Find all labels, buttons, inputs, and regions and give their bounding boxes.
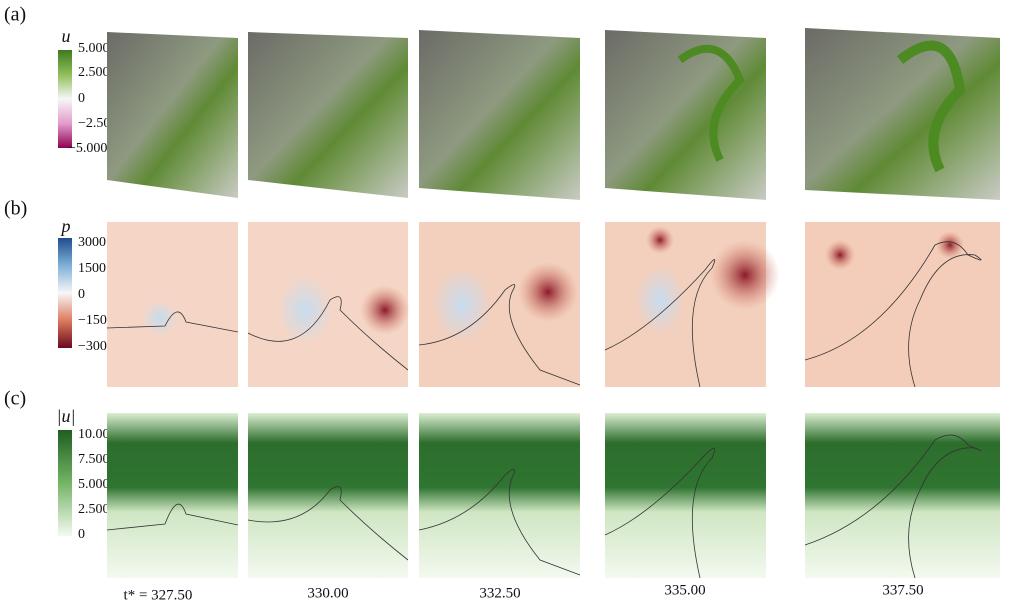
panel-c-legend: (c) |u| 10.000 7.500 5.000 2.500 0: [4, 388, 117, 543]
colorbar-tick: 3000: [78, 235, 106, 250]
pressure-image: [107, 222, 238, 387]
surface-image: [248, 32, 408, 198]
colorbar-title: |u|: [57, 406, 76, 426]
colorbar-tick: −5.000: [68, 141, 107, 156]
panel-a-legend: (a) u 5.000 2.500 0 −2.500 −5.000: [4, 4, 117, 157]
panel-b-legend: (b) p 3000 1500 0 −1500 −3000: [4, 198, 114, 355]
panel-label: (c): [4, 388, 26, 410]
colorbar: [58, 430, 72, 536]
panel-label: (a): [4, 4, 26, 26]
colorbar-tick: 2.500: [78, 65, 110, 80]
colorbar-tick: 1500: [78, 261, 106, 276]
time-label: 330.00: [307, 585, 348, 601]
colorbar-tick: 5.000: [78, 477, 110, 492]
row-a: [107, 28, 1000, 200]
colorbar-tick: 0: [78, 287, 85, 302]
row-c: [107, 413, 1000, 578]
velocity-image: [805, 413, 1000, 578]
colorbar-title: p: [60, 216, 71, 236]
colorbar-tick: 7.500: [78, 452, 110, 467]
time-label: 332.50: [479, 585, 520, 601]
surface-image: [419, 30, 580, 200]
velocity-image: [107, 413, 238, 578]
panel-label: (b): [4, 198, 27, 220]
surface-image: [107, 32, 238, 198]
colorbar: [58, 238, 72, 348]
row-b: [107, 222, 1000, 387]
colorbar-tick: 5.000: [78, 41, 110, 56]
colorbar-tick: 2.500: [78, 502, 110, 517]
colorbar-tick: 0: [78, 527, 85, 542]
time-label: 335.00: [664, 582, 705, 598]
colorbar-title: u: [62, 26, 71, 46]
figure: (a) u 5.000 2.500 0 −2.500 −5.000 (b) p …: [0, 0, 1021, 608]
time-label: 337.50: [882, 582, 923, 598]
time-label: t* = 327.50: [124, 587, 193, 603]
colorbar: [58, 50, 72, 148]
colorbar-tick: 0: [78, 91, 85, 106]
velocity-image: [605, 413, 766, 578]
velocity-image: [248, 413, 408, 578]
velocity-image: [419, 413, 580, 578]
